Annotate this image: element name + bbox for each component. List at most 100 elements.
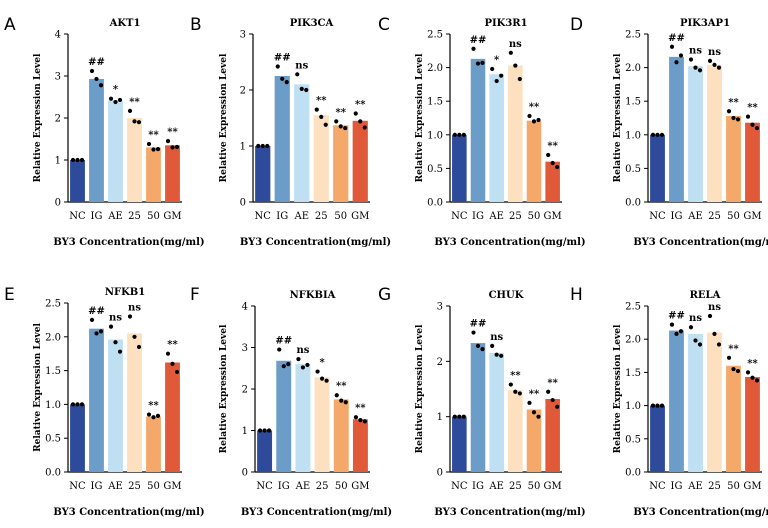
ytick-label-c: 1.0 (427, 130, 443, 141)
category-label-c: AE (488, 211, 504, 222)
category-label-d: IG (671, 211, 683, 222)
bar-c-nc (452, 134, 467, 202)
data-point-h (678, 329, 684, 334)
data-point-h (750, 375, 755, 380)
sig-label-e: ** (167, 340, 178, 351)
data-point-d (731, 115, 736, 121)
data-point-c (452, 132, 457, 137)
sig-label-a: ** (167, 127, 178, 138)
ytick-label-c: 0.0 (427, 198, 443, 209)
y-axis-title-d: Relative Expression Level (613, 53, 623, 182)
category-label-g: 25 (509, 481, 522, 492)
x-axis-title-g: BY3 Concentration(mg/ml) (434, 507, 585, 518)
y-axis-title-a: Relative Expression Level (33, 53, 43, 182)
category-label-a: AE (107, 211, 123, 222)
data-point-h (707, 313, 713, 319)
sig-label-c: * (494, 55, 500, 66)
category-label-b: GM (351, 211, 369, 222)
bar-b-50 (333, 125, 349, 202)
panel-title-b: PIK3CA (290, 18, 334, 29)
data-point-a (113, 99, 118, 105)
data-point-a (98, 83, 104, 88)
data-point-d (745, 114, 751, 119)
data-point-g (550, 397, 555, 403)
bar-d-nc (650, 134, 665, 202)
data-point-c (527, 113, 532, 119)
ytick-label-a: 2 (55, 114, 61, 125)
data-point-e (151, 415, 156, 420)
bar-f-gm (352, 419, 368, 472)
sig-label-e: ns (128, 303, 141, 314)
data-point-g (508, 382, 513, 387)
data-point-d (678, 53, 684, 58)
ytick-label-e: 2.5 (45, 299, 61, 310)
panel-title-c: PIK3R1 (484, 18, 527, 29)
ytick-label-g: 0 (437, 468, 443, 479)
panel-letter-h: H (570, 285, 583, 305)
data-point-h (659, 403, 665, 408)
data-point-c (508, 50, 513, 55)
category-label-h: GM (743, 481, 761, 492)
data-point-f (286, 362, 291, 367)
data-point-f (319, 376, 325, 381)
data-point-h (697, 342, 703, 347)
category-label-a: GM (163, 211, 181, 222)
data-point-f (305, 362, 310, 368)
sig-label-g: ** (510, 371, 521, 382)
sig-label-c: ** (547, 141, 558, 152)
panel-title-g: CHUK (489, 290, 524, 301)
ytick-label-h: 2.0 (625, 335, 641, 346)
bar-h-nc (650, 405, 665, 472)
data-point-c (555, 164, 560, 170)
sig-label-c: ns (509, 39, 522, 50)
data-point-g (536, 414, 541, 419)
panel-letter-g: G (378, 285, 391, 305)
data-point-d (669, 44, 675, 49)
bar-g-ig (470, 343, 486, 472)
data-point-c (517, 76, 522, 82)
sig-label-c: ** (529, 102, 540, 113)
bar-b-ig (274, 76, 290, 202)
data-point-e (94, 331, 99, 336)
panel-letter-c: C (378, 15, 390, 35)
category-label-d: NC (649, 211, 666, 222)
data-point-c (471, 46, 476, 51)
data-point-c (513, 63, 518, 68)
data-point-c (480, 60, 485, 65)
data-point-c (546, 152, 551, 158)
panel-title-a: AKT1 (109, 18, 141, 29)
data-point-e (79, 402, 85, 407)
sig-label-d: ns (708, 47, 721, 58)
sig-label-g: ** (529, 389, 540, 400)
data-point-b (358, 119, 363, 124)
panel-letter-b: B (190, 15, 202, 35)
bar-e-50 (146, 416, 161, 472)
ytick-label-e: 1.0 (45, 400, 61, 411)
panel-title-d: PIK3AP1 (680, 18, 730, 29)
bar-d-ig (669, 56, 684, 203)
sig-label-b: ## (274, 52, 291, 63)
bar-g-nc (452, 416, 467, 472)
data-point-h (674, 331, 679, 336)
data-point-g (452, 414, 457, 419)
data-point-d (712, 62, 717, 68)
data-point-b (362, 125, 367, 130)
sig-label-d: ## (668, 33, 685, 44)
sig-label-g: ## (470, 319, 487, 330)
sig-label-g: ** (547, 378, 558, 389)
sig-label-d: ** (728, 97, 739, 108)
data-point-b (353, 111, 358, 116)
category-label-d: AE (687, 211, 703, 222)
bar-a-25 (127, 118, 142, 202)
sig-label-b: ** (355, 100, 366, 111)
ytick-label-h: 0.5 (625, 434, 641, 445)
ytick-label-c: 2.0 (427, 63, 443, 74)
bar-f-ig (276, 360, 292, 472)
bar-h-ig (669, 330, 684, 472)
data-point-h (688, 325, 694, 330)
sig-label-a: ** (148, 130, 159, 141)
data-point-h (716, 342, 722, 347)
data-point-d (754, 125, 760, 131)
category-label-d: GM (743, 211, 761, 222)
data-point-h (726, 355, 732, 360)
